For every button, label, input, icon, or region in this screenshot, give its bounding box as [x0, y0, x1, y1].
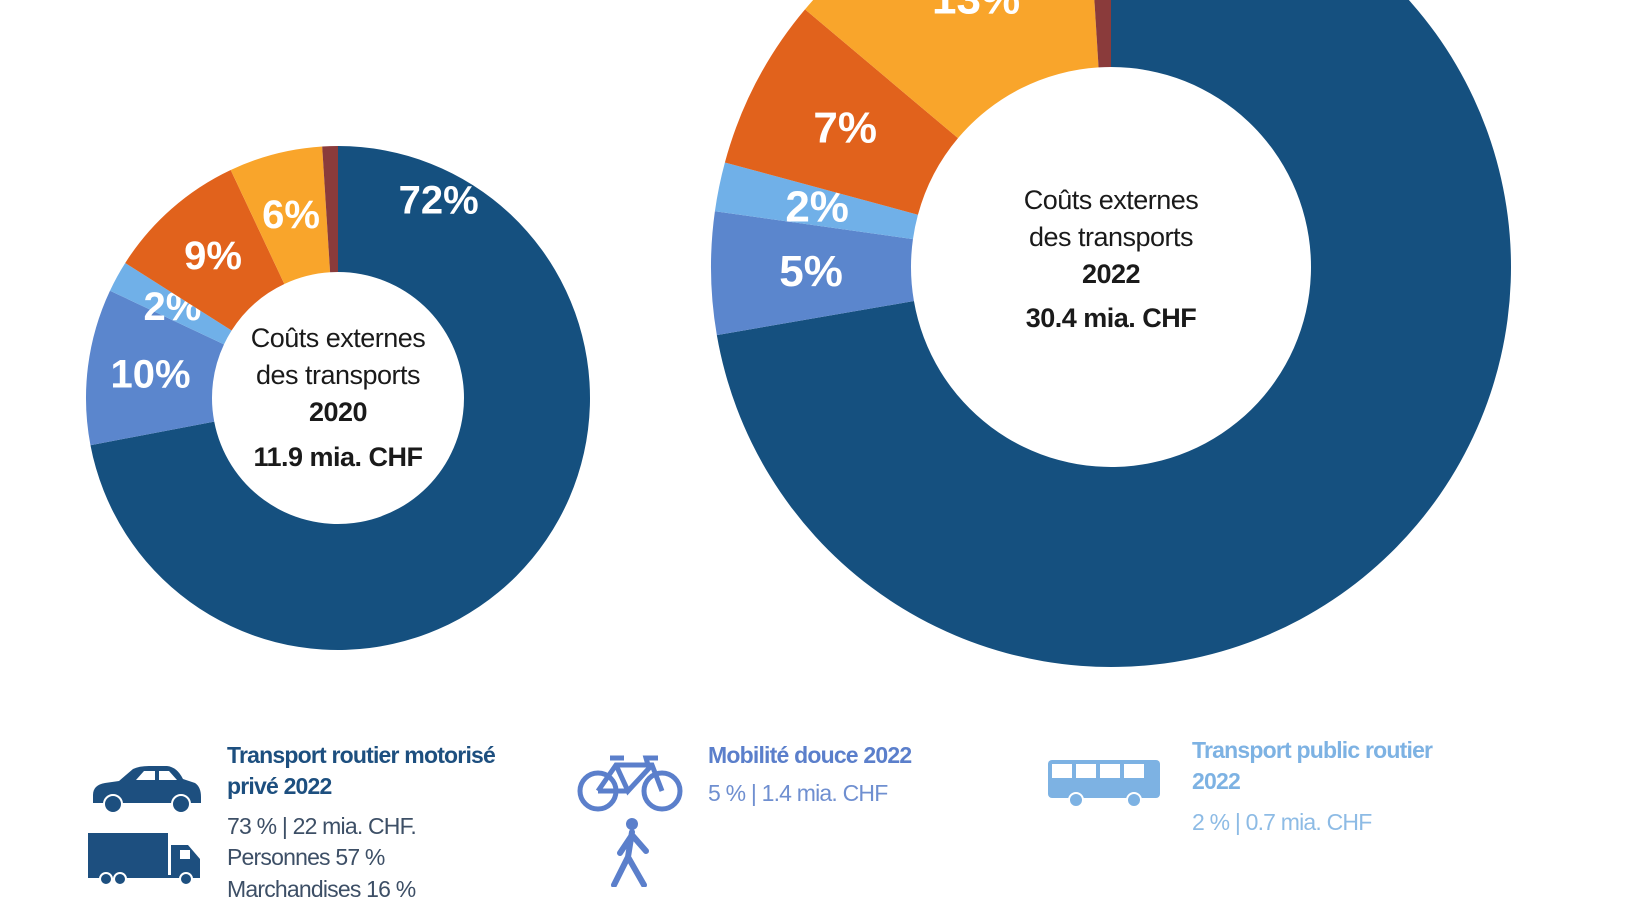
donut-2022-slice-4	[805, 0, 1099, 139]
legend-private-road-title-line1: Transport routier motorisé	[227, 742, 496, 768]
legend-soft-mobility-title: Mobilité douce 2022	[708, 742, 912, 768]
center-text-2020-year: 2020	[308, 397, 368, 427]
car-icon	[93, 766, 201, 813]
legend-private-road-title-line2: privé 2022	[227, 773, 332, 799]
truck-icon	[88, 833, 200, 886]
donut-2022-label-4: 13%	[932, 0, 1020, 24]
center-text-2020-total: 11.9 mia. CHF	[253, 442, 423, 472]
center-text-2022-line1: Coûts externes	[1023, 185, 1199, 215]
legend-private-road-share: 73 % | 22 mia. CHF.	[227, 813, 417, 839]
bus-icon	[1048, 760, 1160, 808]
legend-public-road-title-line2: 2022	[1192, 768, 1241, 794]
donut-2020-slice-5	[322, 146, 338, 273]
center-text-2020-line2: des transports	[255, 360, 421, 390]
donut-2022-slice-0	[716, 0, 1511, 667]
donut-2020-slice-4	[230, 146, 331, 284]
legend-public-road-share: 2 % | 0.7 mia. CHF	[1192, 809, 1372, 835]
center-text-2022-total: 30.4 mia. CHF	[1025, 303, 1197, 333]
legend-soft-mobility-share: 5 % | 1.4 mia. CHF	[708, 780, 888, 806]
center-text-2022-year: 2022	[1081, 259, 1141, 289]
center-text-2022-line2: des transports	[1028, 222, 1194, 252]
legend-private-road-persons: Personnes 57 %	[227, 844, 385, 870]
donut-2020-slice-0	[90, 146, 590, 651]
donut-2020-label-0: 72%	[399, 178, 479, 222]
donut-2022-slice-5	[1094, 0, 1111, 68]
donut-2020-slice-1	[85, 290, 224, 446]
donut-2020-label-3: 9%	[184, 234, 242, 278]
donut-2020-label-4: 6%	[262, 193, 320, 237]
donut-2020-slice-3	[125, 169, 285, 331]
pedestrian-icon	[611, 818, 649, 887]
donut-2022-slice-3	[724, 9, 959, 215]
donut-2022-label-3: 7%	[813, 103, 877, 152]
donut-2020-label-1: 10%	[110, 352, 190, 396]
donut-2022-slice-2	[714, 162, 918, 240]
bicycle-icon	[577, 755, 683, 812]
legend-public-road-title-line1: Transport public routier	[1192, 737, 1433, 763]
donut-2022-slice-1	[711, 211, 914, 336]
center-text-2020-line1: Coûts externes	[250, 323, 426, 353]
donut-2020-slice-2	[109, 262, 232, 345]
donut-2022-label-1: 5%	[779, 247, 843, 296]
legend-private-road-goods: Marchandises 16 %	[227, 876, 416, 902]
